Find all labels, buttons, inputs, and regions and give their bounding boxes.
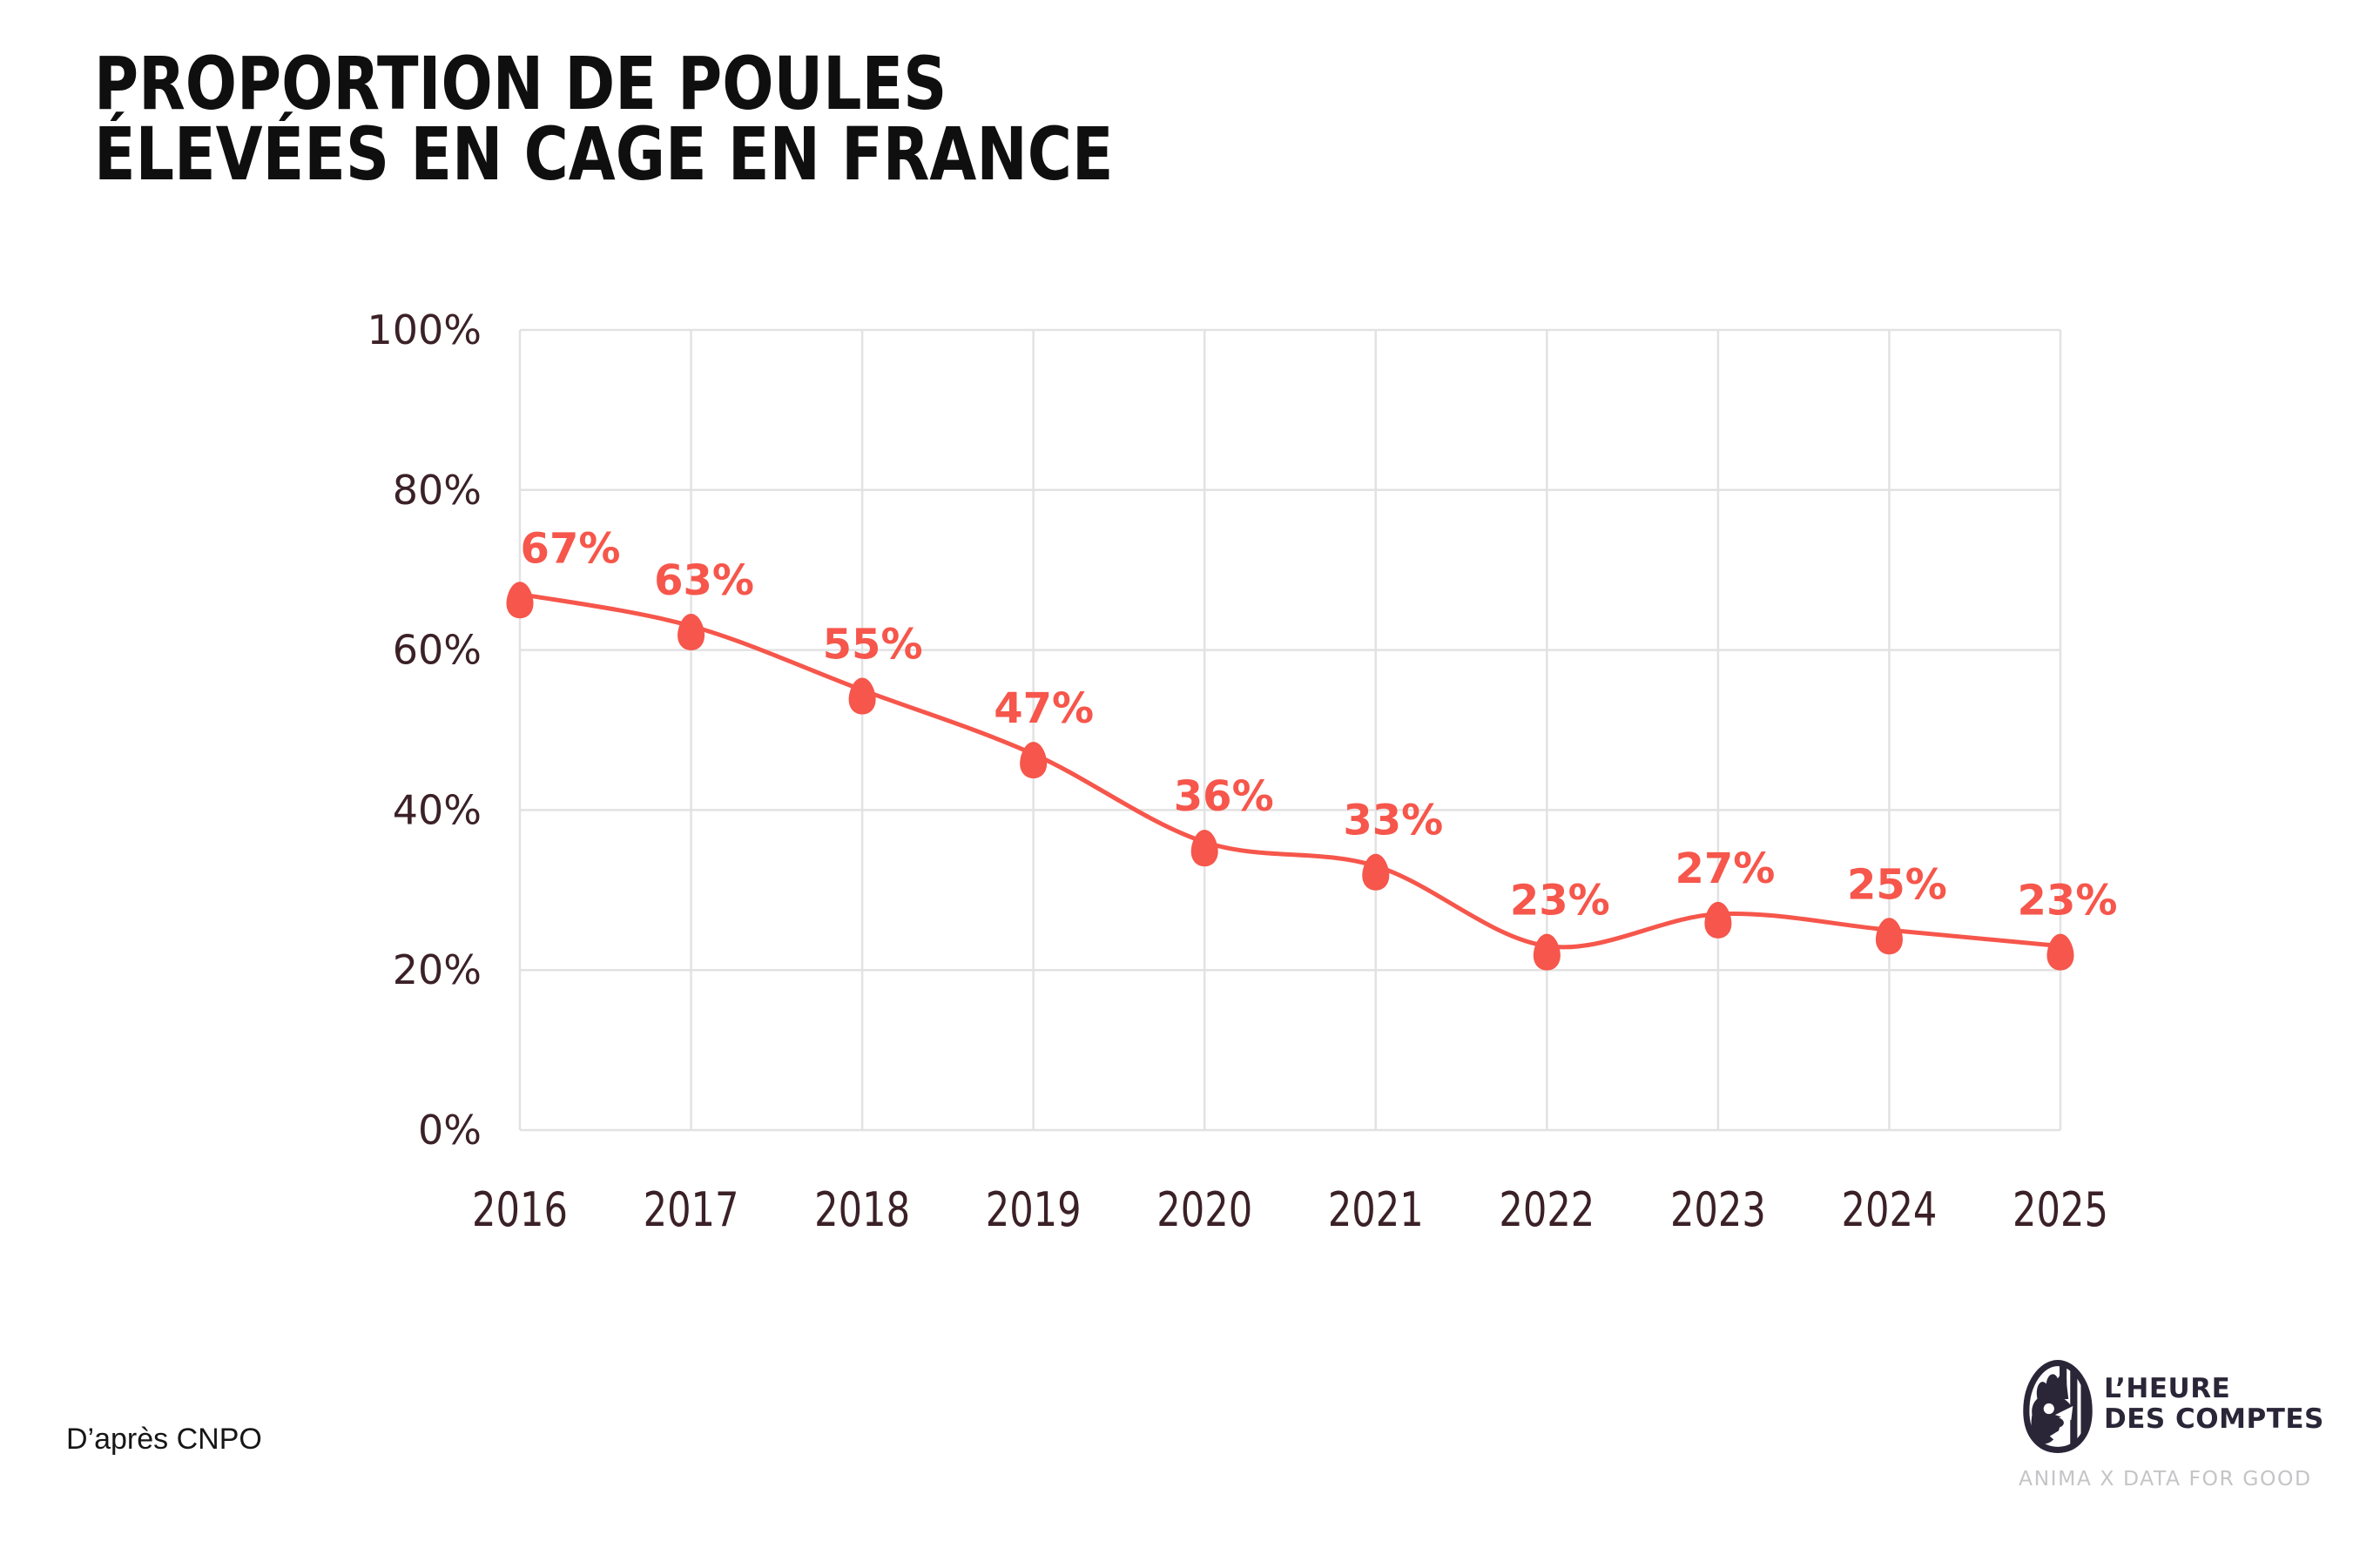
value-label: 27% (1675, 845, 1775, 893)
data-point-egg (1020, 742, 1048, 779)
x-tick-label: 2019 (986, 1182, 1082, 1237)
chart-title: PROPORTION DE POULES ÉLEVÉES EN CAGE EN … (94, 41, 1114, 197)
x-tick-label: 2018 (814, 1182, 910, 1237)
y-tick-label: 0% (418, 1107, 482, 1154)
value-label: 36% (1174, 772, 1274, 821)
chart-title-line1: PROPORTION DE POULES (94, 41, 947, 126)
data-point-egg (1704, 901, 1732, 939)
y-tick-label: 20% (393, 946, 482, 993)
data-point-egg (848, 677, 876, 715)
data-point-egg (2046, 933, 2074, 971)
x-tick-label: 2020 (1156, 1182, 1252, 1237)
logo-tagline: ANIMA X DATA FOR GOOD (2019, 1466, 2312, 1491)
x-tick-label: 2016 (472, 1182, 568, 1237)
value-label: 23% (2018, 877, 2118, 925)
value-label: 63% (654, 556, 754, 605)
value-label: 47% (994, 684, 1094, 733)
logo-wordmark: L’HEURE DES COMPTES (2104, 1374, 2324, 1435)
x-tick-label: 2024 (1841, 1182, 1937, 1237)
value-label: 33% (1343, 797, 1443, 845)
x-tick-label: 2021 (1328, 1182, 1424, 1237)
source-note: D’après CNPO (66, 1423, 262, 1456)
data-point-egg (678, 614, 705, 651)
y-tick-label: 100% (367, 306, 482, 353)
data-point-egg (1875, 918, 1903, 955)
logo-wordmark-line2: DES COMPTES (2104, 1403, 2324, 1435)
value-label: 25% (1847, 860, 1947, 909)
value-label: 67% (521, 524, 621, 573)
x-tick-label: 2025 (2013, 1182, 2108, 1237)
value-label: 23% (1510, 877, 1610, 925)
chart-title-line2: ÉLEVÉES EN CAGE EN FRANCE (94, 111, 1114, 197)
trend-line (517, 591, 2063, 950)
x-tick-label: 2022 (1499, 1182, 1595, 1237)
logo-wordmark-line1: L’HEURE (2104, 1373, 2231, 1404)
value-label: 55% (823, 621, 923, 670)
data-point-egg (1190, 830, 1218, 867)
y-tick-label: 60% (393, 627, 482, 674)
y-tick-label: 40% (393, 786, 482, 833)
y-tick-label: 80% (393, 467, 482, 514)
hen-in-egg-logo-icon (2023, 1360, 2093, 1453)
data-point-egg (506, 582, 534, 619)
x-tick-label: 2017 (644, 1182, 739, 1237)
x-tick-label: 2023 (1670, 1182, 1766, 1237)
data-point-egg (1362, 853, 1390, 891)
data-point-egg (1533, 933, 1561, 971)
